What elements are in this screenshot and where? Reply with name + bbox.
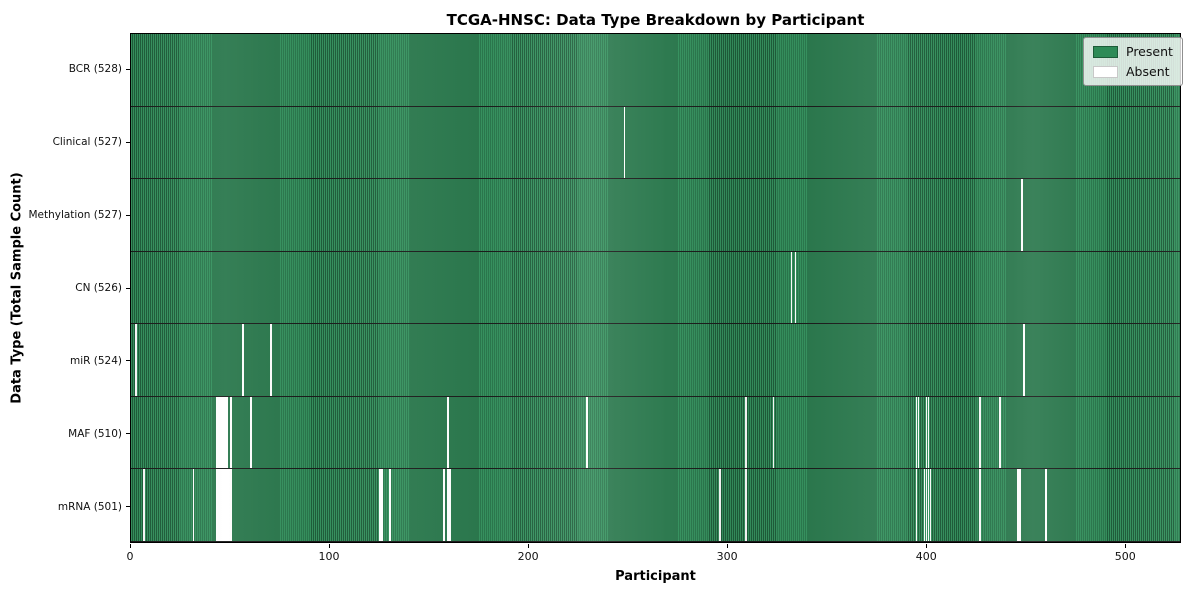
absent-mark (923, 469, 926, 542)
x-tick-mark (528, 544, 530, 548)
absent-mark (623, 106, 626, 179)
absent-mark (222, 469, 225, 542)
heatmap-row (131, 34, 1180, 107)
y-tick-label: MAF (510) (68, 427, 122, 440)
heatmap-row (131, 179, 1180, 252)
absent-mark (446, 469, 449, 542)
absent-mark (442, 469, 445, 542)
legend-label: Absent (1126, 64, 1170, 79)
absent-mark (218, 396, 221, 469)
absent-mark (216, 396, 219, 469)
absent-mark (999, 396, 1001, 469)
legend-entry: Present (1093, 44, 1173, 59)
absent-mark (446, 396, 449, 469)
absent-mark (979, 469, 981, 542)
x-tick-mark (329, 544, 331, 548)
y-tick-mark (126, 141, 130, 143)
x-tick-mark (926, 544, 928, 548)
absent-mark (192, 469, 195, 542)
chart-title: TCGA-HNSC: Data Type Breakdown by Partic… (446, 11, 865, 29)
absent-mark (242, 324, 244, 396)
absent-mark (220, 469, 223, 542)
absent-mark (270, 324, 272, 396)
absent-mark (1021, 179, 1023, 251)
x-tick-label: 300 (716, 550, 738, 563)
y-tick-mark (126, 287, 130, 289)
y-tick-mark (126, 433, 130, 435)
absent-mark (222, 396, 225, 469)
absent-mark (230, 396, 232, 469)
absent-mark (744, 469, 747, 542)
y-tick-mark (126, 68, 130, 70)
absent-mark (772, 396, 775, 469)
y-tick-label: miR (524) (69, 354, 122, 367)
absent-mark (794, 251, 797, 324)
y-tick-mark (126, 506, 130, 508)
x-tick-mark (130, 544, 131, 548)
x-tick-label: 500 (1114, 550, 1136, 563)
y-tick-label: BCR (528) (68, 63, 122, 76)
absent-mark (220, 396, 223, 469)
absent-mark (927, 396, 930, 469)
legend: Present Absent (1083, 37, 1183, 86)
absent-mark (250, 396, 252, 469)
x-axis-title: Participant (615, 569, 696, 584)
absent-mark (224, 396, 227, 469)
absent-mark (1044, 469, 1047, 542)
absent-mark (927, 469, 930, 542)
absent-mark (224, 469, 227, 542)
absent-mark (719, 469, 721, 542)
x-tick-label: 100 (318, 550, 340, 563)
heatmap-row (131, 251, 1180, 325)
absent-mark (917, 396, 920, 469)
legend-swatch (1093, 45, 1118, 58)
absent-mark (228, 469, 230, 542)
heatmap-row (131, 324, 1180, 397)
x-tick-label: 200 (517, 550, 539, 563)
absent-mark (915, 469, 918, 542)
legend-swatch (1093, 65, 1118, 78)
absent-mark (744, 396, 747, 469)
heatmap-row (131, 469, 1180, 543)
absent-mark (1019, 469, 1021, 542)
legend-entry: Absent (1093, 64, 1173, 79)
y-tick-label: mRNA (501) (57, 500, 122, 513)
heatmap-row (131, 106, 1180, 180)
absent-mark (925, 469, 928, 542)
absent-mark (929, 469, 932, 542)
absent-mark (925, 396, 928, 469)
y-tick-mark (126, 214, 130, 216)
absent-mark (389, 469, 391, 542)
plot-area (130, 33, 1181, 543)
y-tick-mark (126, 360, 130, 362)
absent-mark (790, 251, 793, 324)
absent-mark (134, 324, 137, 396)
y-axis-tick-labels: BCR (528) Clinical (527) Methylation (527)… (0, 33, 122, 543)
y-tick-label: Methylation (527) (28, 209, 122, 222)
legend-label: Present (1126, 44, 1173, 59)
absent-mark (226, 396, 229, 469)
absent-mark (218, 469, 221, 542)
absent-mark (915, 396, 918, 469)
absent-mark (216, 469, 219, 542)
absent-mark (230, 469, 232, 542)
x-tick-label: 0 (126, 550, 134, 563)
x-tick-label: 400 (915, 550, 937, 563)
absent-mark (226, 469, 229, 542)
heatmap-row (131, 396, 1180, 470)
absent-mark (1017, 469, 1019, 542)
absent-mark (381, 469, 383, 542)
absent-mark (142, 469, 145, 542)
x-tick-mark (1125, 544, 1127, 548)
y-tick-label: CN (526) (75, 282, 122, 294)
absent-mark (585, 396, 588, 469)
y-tick-label: Clinical (527) (52, 136, 122, 149)
x-tick-mark (727, 544, 729, 548)
absent-mark (1023, 324, 1025, 396)
absent-mark (448, 469, 451, 542)
absent-mark (379, 469, 381, 542)
absent-mark (979, 396, 981, 469)
